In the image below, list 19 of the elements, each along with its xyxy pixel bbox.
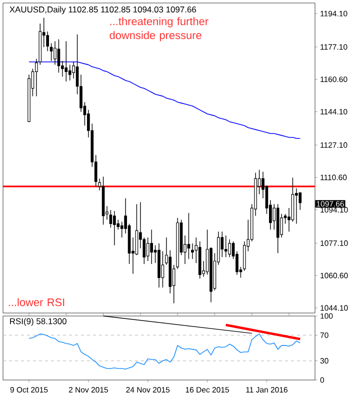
candlestick [243,241,246,272]
annotation: ...threatening further downside pressure [110,17,208,42]
annotation: ...lower RSI [8,298,64,306]
candlestick [161,250,164,288]
candlestick [46,31,49,52]
candlestick [64,40,68,82]
candlestick [295,188,298,224]
candlestick [54,40,56,66]
candlestick [187,212,190,260]
chart-title: RSI(9) 58.1300 [10,318,66,326]
candlestick [109,210,112,228]
candlestick [191,243,194,260]
candlestick [68,64,72,81]
candlestick [50,42,53,62]
candlestick [228,239,231,258]
candlestick [113,210,116,246]
candlestick [150,229,153,264]
candlestick [224,235,228,258]
chart-title: XAUUSD,Daily 1102.85 1102.85 1094.03 1097.66 [10,6,196,14]
